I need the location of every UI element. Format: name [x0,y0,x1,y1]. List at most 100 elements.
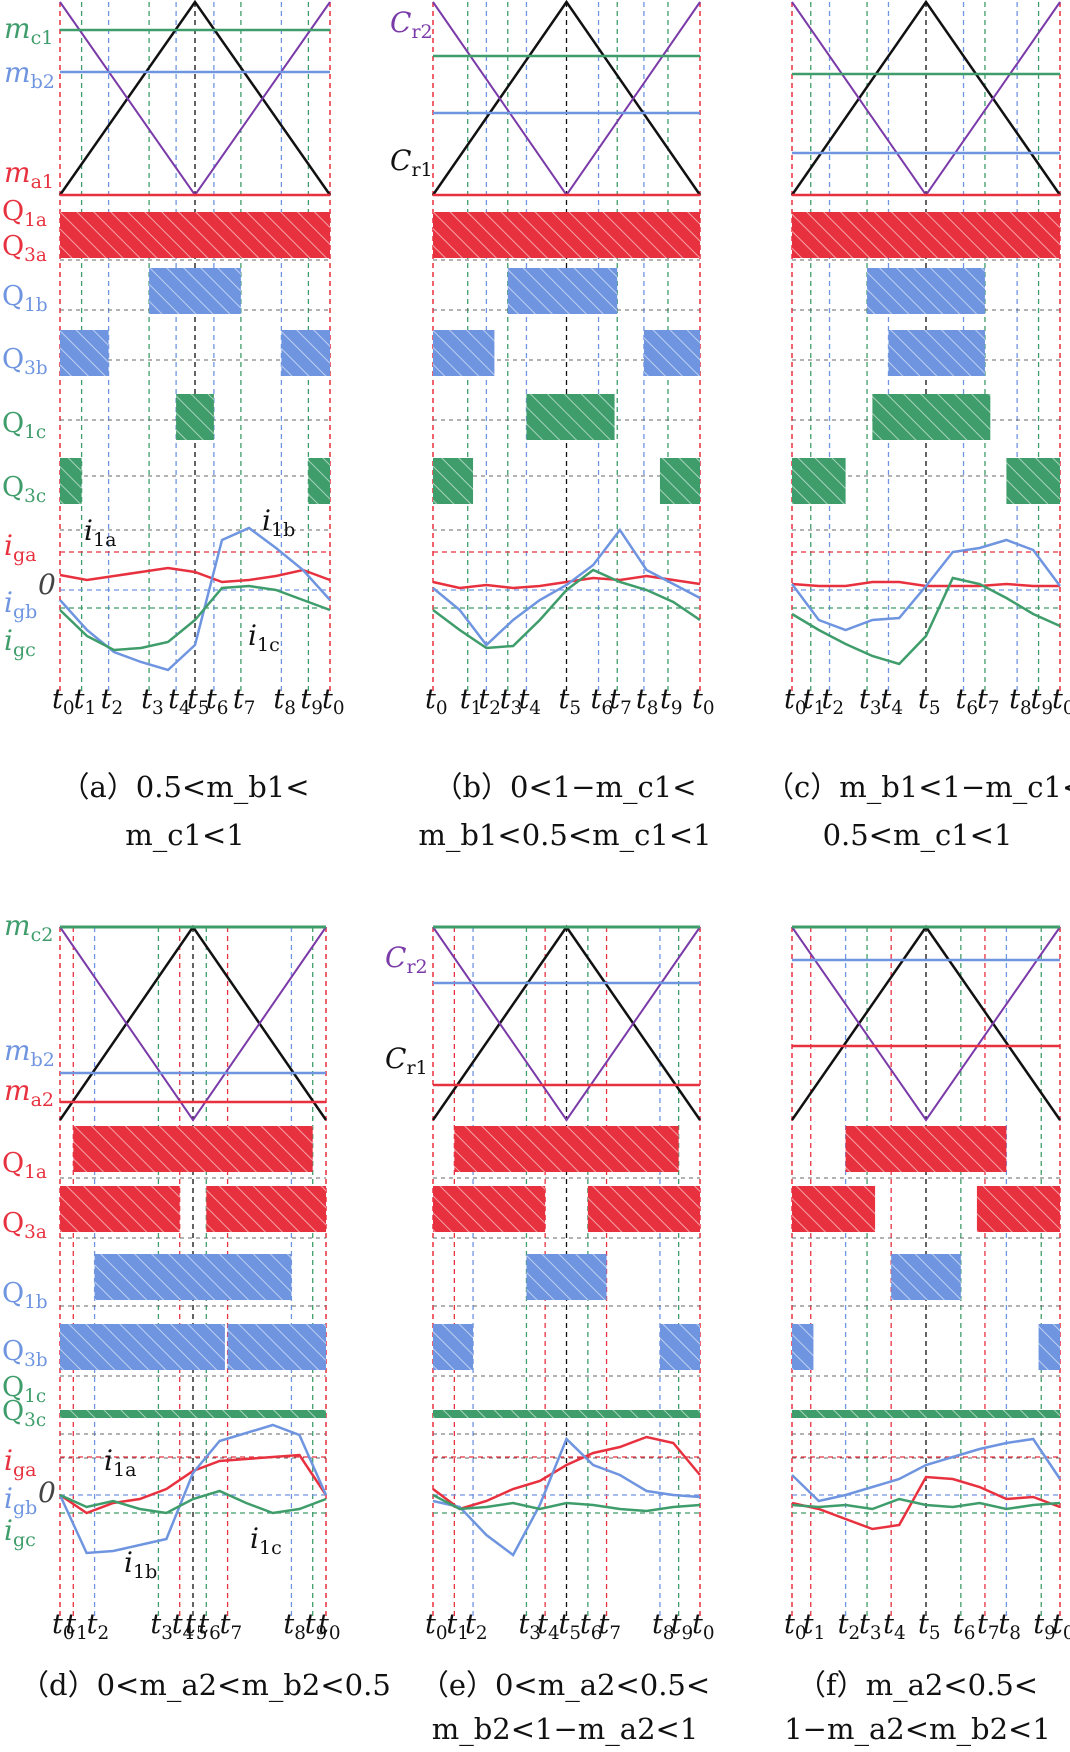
label-mb2-bottom: mb2 [4,1034,55,1071]
panel-d-time-label-9: t9 [305,1609,328,1644]
panel-a-current-red [59,566,331,584]
panel-b-time-label-9: t9 [660,684,683,719]
panel-d-time-label-8: t8 [283,1609,306,1644]
panel-a-time-label-4: t4 [168,684,191,719]
panel-c-time-label-9: t9 [1031,684,1054,719]
caption-b-line1: （b）0<1−m_c1< [433,770,697,804]
panel-f-q1b-bar-0-hatch [891,1254,961,1300]
panel-d-current-red [59,1453,328,1515]
label-bottom-signal-5: Q3c [2,1396,46,1431]
panel-d-q3b-bar-0-hatch [60,1324,225,1370]
label-top-signal-3: Q3b [2,344,48,379]
panel-d-time-label-5: t5 [185,1609,208,1644]
caption-e-line2: m_b2<1−m_a2<1 [431,1712,699,1746]
label-bottom-signal-2: Q1b [2,1278,48,1313]
panel-b-current-green [432,568,701,650]
panel-c-q1a-bar-0-hatch [792,212,1060,258]
label-i1c-bottom: i1c [250,1522,282,1559]
label-iga-top: iga [4,529,37,566]
caption-a-line2: m_c1<1 [125,818,245,852]
panel-b-q1a-bar-0-hatch [433,212,700,258]
panel-f-q3a-bar-0-hatch [792,1186,876,1232]
panel-d-time-label-3: t3 [150,1609,173,1644]
panel-d-q1a-bar-0-hatch [73,1126,313,1172]
panel-a-time-label-9: t9 [300,684,323,719]
label-mb2-top: mb2 [4,56,55,93]
panel-a-q3b-bar-0-hatch [60,330,109,376]
panel-d-q1b-bar-0-hatch [94,1254,292,1300]
panel-d-current-green [59,1489,327,1515]
panel-a-time-label-2: t2 [101,684,124,719]
panel-a-time-label-7: t7 [233,684,256,719]
panel-c-q3c-bar-0-hatch [792,458,846,504]
panel-f-time-label-7: t7 [977,1609,1000,1644]
panel-b-time-label-10: t0 [692,684,715,719]
panel-c-q1b-bar-0-hatch [867,268,985,314]
label-zero-top: 0 [38,568,56,601]
panel-f-time-label-3: t3 [859,1609,882,1644]
panel-b-time-label-1: t1 [460,684,483,719]
panel-e-current-green [432,1493,701,1513]
panel-f-time-label-10: t0 [1052,1609,1070,1644]
panel-c-time-label-0: t0 [784,684,807,719]
panel-e-time-label-3: t3 [518,1609,541,1644]
panel-d-time-label-7: t7 [220,1609,243,1644]
panel-b-time-label-3: t3 [500,684,523,719]
panel-b-current-red [432,574,701,590]
label-igb-top: igb [4,586,37,623]
panel-e-time-label-1: t1 [446,1609,469,1644]
caption-c-line1: （c）m_b1<1−m_c1< [765,770,1070,804]
label-top-signal-5: Q3c [2,472,46,507]
panel-e-q3b-bar-1-hatch [659,1324,700,1370]
panel-f-q1a-bar-0-hatch [845,1126,1007,1172]
panel-c-time-label-1: t1 [803,684,826,719]
panel-b-carrier-cr1 [431,0,702,196]
panel-f-current-green [791,1497,1061,1511]
caption-d-line1: （d）0<m_a2<m_b2<0.5 [20,1668,391,1702]
panel-c-carrier-cr1 [790,0,1062,196]
panel-a-time-label-8: t8 [273,684,296,719]
panel-b-q1c-bar-0-hatch [526,394,615,440]
panel-b-time-label-6: t6 [591,684,614,719]
label-zero-bottom: 0 [38,1476,56,1509]
panel-a-q3b-bar-1-hatch [281,330,330,376]
panel-b-q3c-bar-0-hatch [433,458,474,504]
panel-d-q3a-bar-0-hatch [60,1186,180,1232]
panel-d-q3b-bar-1-hatch [227,1324,326,1370]
panel-a-time-label-1: t1 [74,684,97,719]
panel-c-q3b-bar-0-hatch [888,330,985,376]
panel-d-q3a-bar-1-hatch [206,1186,326,1232]
panel-e-time-label-5: t5 [559,1609,582,1644]
label-igb-bottom: igb [4,1482,37,1519]
panel-f-carrier-cr2 [791,926,1061,1122]
panel-e-time-label-2: t2 [465,1609,488,1644]
panel-e-q1b-bar-0-hatch [526,1254,607,1300]
panel-b-time-label-8: t8 [636,684,659,719]
label-bottom-signal-3: Q3b [2,1336,48,1371]
panel-c-time-label-5: t5 [918,684,941,719]
panel-a-carrier-cr1 [58,0,332,196]
caption-a-line1: （a）0.5<m_b1< [60,770,310,804]
panel-e-current-red [432,1435,701,1511]
panel-e-time-label-0: t0 [425,1609,448,1644]
panel-a-time-label-0: t0 [52,684,75,719]
panel-a-current-green [59,584,331,652]
panel-e-q1a-bar-0-hatch [454,1126,679,1172]
panel-e-q1c-bar-0-hatch [433,1410,700,1418]
panel-e-time-label-6: t6 [580,1609,603,1644]
label-cr1-bottom: Cr1 [385,1042,428,1079]
panel-f-time-label-4: t4 [883,1609,906,1644]
label-i1a-bottom: i1a [104,1444,136,1481]
panel-f-time-label-6: t6 [953,1609,976,1644]
label-i1a-top: i1a [84,514,116,551]
panel-f-q3a-bar-1-hatch [976,1186,1060,1232]
panel-a-time-label-6: t6 [206,684,229,719]
panel-f-q1c-bar-0-hatch [792,1410,1060,1418]
panel-b-q3c-bar-1-hatch [659,458,700,504]
panel-c-current-blue [790,538,1062,632]
panel-a-time-label-3: t3 [141,684,164,719]
label-mc2: mc2 [4,909,53,946]
panel-a-q1c-bar-0-hatch [176,394,214,440]
panel-d-current-blue [58,1423,328,1555]
label-bottom-signal-1: Q3a [2,1208,47,1243]
